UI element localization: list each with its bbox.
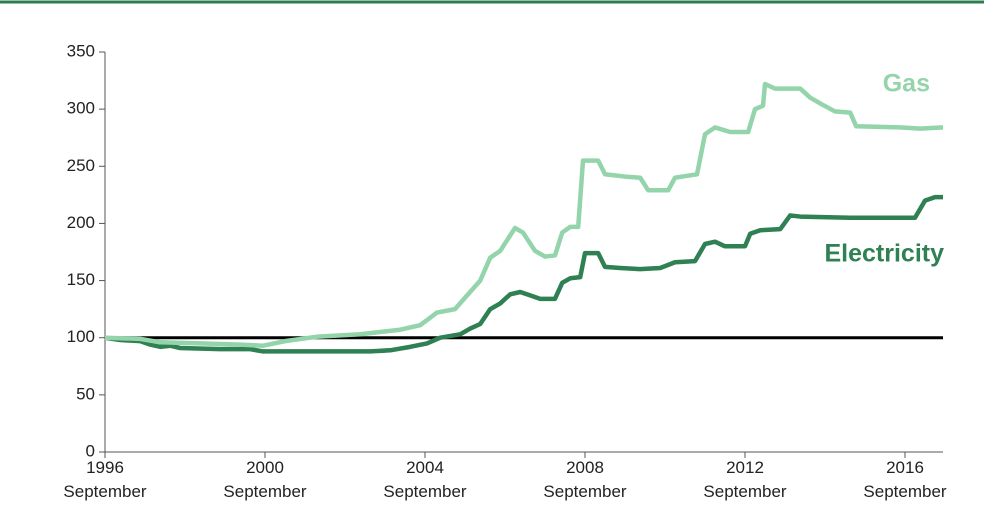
series-line xyxy=(104,194,943,354)
y-tick-label: 200 xyxy=(67,213,95,232)
y-tick-label: 300 xyxy=(67,99,95,118)
x-tick-label: 2008 September xyxy=(543,458,627,501)
x-tick-label: 2000 September xyxy=(223,458,307,501)
y-tick-label: 350 xyxy=(67,41,95,60)
series-label: Gas xyxy=(883,70,930,98)
x-tick-label: 1996 September xyxy=(63,458,147,501)
y-tick-label: 100 xyxy=(67,327,95,346)
series-label: Electricity xyxy=(824,240,944,268)
x-tick-label: 2004 September xyxy=(383,458,467,501)
y-tick-label: 250 xyxy=(67,156,95,175)
y-tick-label: 50 xyxy=(76,384,95,403)
series-line xyxy=(104,81,944,348)
x-tick-label: 2012 September xyxy=(703,458,787,501)
y-tick-label: 150 xyxy=(67,270,95,289)
x-tick-label: 2016 September xyxy=(863,458,947,501)
y-tick-label: 0 xyxy=(86,441,95,460)
